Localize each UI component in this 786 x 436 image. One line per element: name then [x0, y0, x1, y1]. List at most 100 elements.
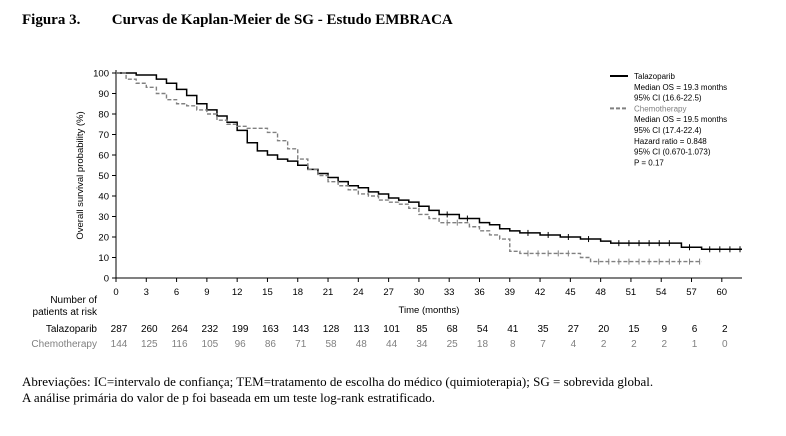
y-axis-title: Overall survival probability (%) — [75, 111, 86, 239]
risk-cell: 86 — [265, 339, 277, 350]
risk-cell: 68 — [447, 324, 459, 335]
risk-cell: 41 — [507, 324, 519, 335]
risk-cell: 101 — [383, 324, 400, 335]
x-tick-label: 60 — [717, 287, 728, 298]
y-tick-label: 90 — [98, 89, 109, 100]
risk-cell: 113 — [353, 324, 369, 335]
risk-cell: 35 — [538, 324, 550, 335]
risk-cell: 85 — [416, 324, 428, 335]
risk-cell: 1 — [692, 339, 698, 350]
series-layer — [116, 72, 742, 265]
risk-cell: 163 — [262, 324, 279, 335]
legend-series-stat: 95% CI (17.4-22.4) — [634, 126, 702, 135]
risk-cell: 54 — [477, 324, 489, 335]
risk-cell: 58 — [325, 339, 337, 350]
risk-row-label-talazoparib: Talazoparib — [46, 324, 98, 335]
risk-row-label-chemotherapy: Chemotherapy — [31, 339, 97, 350]
legend-series-stat: Median OS = 19.3 months — [634, 83, 727, 92]
legend-stat-line: P = 0.17 — [634, 158, 664, 167]
risk-cell: 232 — [202, 324, 219, 335]
legend-series-stat: 95% CI (16.6-22.5) — [634, 94, 702, 103]
footnotes: Abreviações: IC=intervalo de confiança; … — [22, 374, 767, 406]
risk-cell: 260 — [141, 324, 158, 335]
x-tick-label: 30 — [414, 287, 425, 298]
x-tick-label: 45 — [565, 287, 576, 298]
risk-cell: 34 — [416, 339, 428, 350]
x-tick-label: 36 — [474, 287, 485, 298]
legend-series-name: Chemotherapy — [634, 104, 686, 113]
risk-cell: 27 — [568, 324, 580, 335]
risk-cell: 20 — [598, 324, 610, 335]
y-tick-label: 60 — [98, 151, 109, 162]
x-tick-label: 48 — [595, 287, 606, 298]
risk-cell: 96 — [235, 339, 247, 350]
risk-cell: 7 — [540, 339, 546, 350]
x-tick-label: 0 — [113, 287, 118, 298]
x-tick-label: 15 — [262, 287, 273, 298]
y-tick-label: 20 — [98, 233, 109, 244]
risk-cell: 143 — [292, 324, 309, 335]
y-tick-label: 30 — [98, 212, 109, 223]
y-tick-label: 80 — [98, 110, 109, 121]
figure-title-text: Curvas de Kaplan-Meier de SG - Estudo EM… — [111, 12, 453, 28]
risk-cell: 9 — [661, 324, 667, 335]
legend-stat-line: 95% CI (0.670-1.073) — [634, 148, 711, 157]
x-tick-label: 51 — [626, 287, 637, 298]
footnote-analysis: A análise primária do valor de p foi bas… — [22, 390, 435, 405]
risk-cell: 6 — [692, 324, 698, 335]
x-tick-label: 24 — [353, 287, 364, 298]
footnote-abbreviations: Abreviações: IC=intervalo de confiança; … — [22, 374, 654, 389]
risk-cell: 48 — [356, 339, 368, 350]
y-tick-label: 50 — [98, 171, 109, 182]
risk-cell: 264 — [171, 324, 188, 335]
risk-cell: 2 — [631, 339, 637, 350]
x-tick-label: 57 — [686, 287, 697, 298]
y-tick-label: 40 — [98, 192, 109, 203]
y-tick-label: 100 — [93, 69, 109, 80]
risk-cell: 2 — [722, 324, 728, 335]
risk-cell: 2 — [601, 339, 607, 350]
risk-cell: 71 — [295, 339, 307, 350]
legend-series-name: Talazoparib — [634, 72, 675, 81]
x-axis-title: Time (months) — [399, 305, 460, 316]
x-tick-label: 42 — [535, 287, 546, 298]
x-tick-label: 21 — [323, 287, 334, 298]
y-tick-label: 10 — [98, 253, 109, 264]
figure-title: Figura 3. Curvas de Kaplan-Meier de SG -… — [22, 12, 453, 29]
risk-cell: 0 — [722, 339, 728, 350]
figure-label: Figura 3. — [22, 12, 81, 28]
x-tick-label: 39 — [504, 287, 515, 298]
risk-cell: 18 — [477, 339, 489, 350]
x-tick-label: 54 — [656, 287, 667, 298]
x-tick-label: 6 — [174, 287, 179, 298]
y-tick-label: 0 — [104, 274, 109, 285]
risk-cell: 287 — [111, 324, 128, 335]
risk-cell: 15 — [628, 324, 640, 335]
risk-cell: 144 — [111, 339, 128, 350]
risk-cell: 199 — [232, 324, 249, 335]
legend-series-stat: Median OS = 19.5 months — [634, 115, 727, 124]
legend-stat-line: Hazard ratio = 0.848 — [634, 137, 707, 146]
risk-cell: 44 — [386, 339, 398, 350]
risk-cell: 8 — [510, 339, 516, 350]
x-tick-label: 18 — [292, 287, 303, 298]
series-line-chemotherapy — [116, 72, 702, 263]
legend: Talazoparib Median OS = 19.3 months 95% CI… — [610, 72, 727, 167]
y-tick-label: 70 — [98, 130, 109, 141]
risk-cell: 25 — [447, 339, 459, 350]
risk-cell: 105 — [202, 339, 219, 350]
risk-header-line: patients at risk — [33, 307, 98, 318]
risk-header-line: Number of — [50, 295, 97, 306]
x-tick-label: 3 — [144, 287, 149, 298]
risk-cell: 128 — [323, 324, 340, 335]
risk-cell: 4 — [571, 339, 577, 350]
risk-cell: 2 — [661, 339, 667, 350]
x-tick-label: 33 — [444, 287, 455, 298]
risk-cell: 125 — [141, 339, 158, 350]
x-tick-label: 27 — [383, 287, 394, 298]
x-tick-label: 9 — [204, 287, 209, 298]
risk-cell: 116 — [172, 339, 188, 350]
